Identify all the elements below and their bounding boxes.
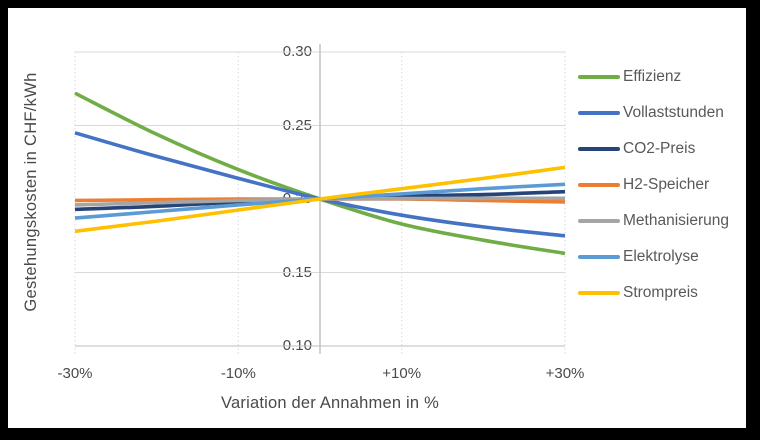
legend-item-label: Effizienz xyxy=(623,67,682,85)
legend-item-elektrolyse: Elektrolyse xyxy=(578,245,699,269)
legend-swatch-h2-speicher xyxy=(578,182,620,187)
legend-item-co2-preis: CO2-Preis xyxy=(578,137,695,161)
legend-swatch-methanisierung xyxy=(578,218,620,223)
x-tick-label-10: -10% xyxy=(220,365,256,382)
legend-swatch-effizienz xyxy=(578,74,620,79)
legend-item-methanisierung: Methanisierung xyxy=(578,209,729,233)
legend-item-effizienz: Effizienz xyxy=(578,65,681,89)
legend-item-label: Strompreis xyxy=(623,283,698,301)
sensitivity-line-chart xyxy=(74,44,566,354)
chart-canvas: 0.30 0.25 0.20 0.15 0.10 -30% -10% +10% +30% Ge… xyxy=(8,8,746,428)
x-tick-label-30: +30% xyxy=(545,365,585,382)
y-axis-title: Gestehungskosten in CHF/kWh xyxy=(22,72,40,312)
x-tick-label-30: -30% xyxy=(57,365,93,382)
legend-item-label: Elektrolyse xyxy=(623,247,699,265)
x-tick-label-10: +10% xyxy=(382,365,422,382)
legend-swatch-strompreis xyxy=(578,290,620,295)
x-axis-title: Variation der Annahmen in % xyxy=(221,394,439,412)
legend-item-label: Vollaststunden xyxy=(623,103,724,121)
legend-item-strompreis: Strompreis xyxy=(578,281,698,305)
legend-swatch-co2-preis xyxy=(578,146,620,151)
legend-item-h2-speicher: H2-Speicher xyxy=(578,173,709,197)
series-line-strompreis xyxy=(74,165,566,234)
legend-swatch-vollaststunden xyxy=(578,110,620,115)
legend-item-label: H2-Speicher xyxy=(623,175,710,193)
legend-item-vollaststunden: Vollaststunden xyxy=(578,101,724,125)
legend-item-label: Methanisierung xyxy=(623,211,729,229)
legend-item-label: CO2-Preis xyxy=(623,139,696,157)
legend-swatch-elektrolyse xyxy=(578,254,620,259)
